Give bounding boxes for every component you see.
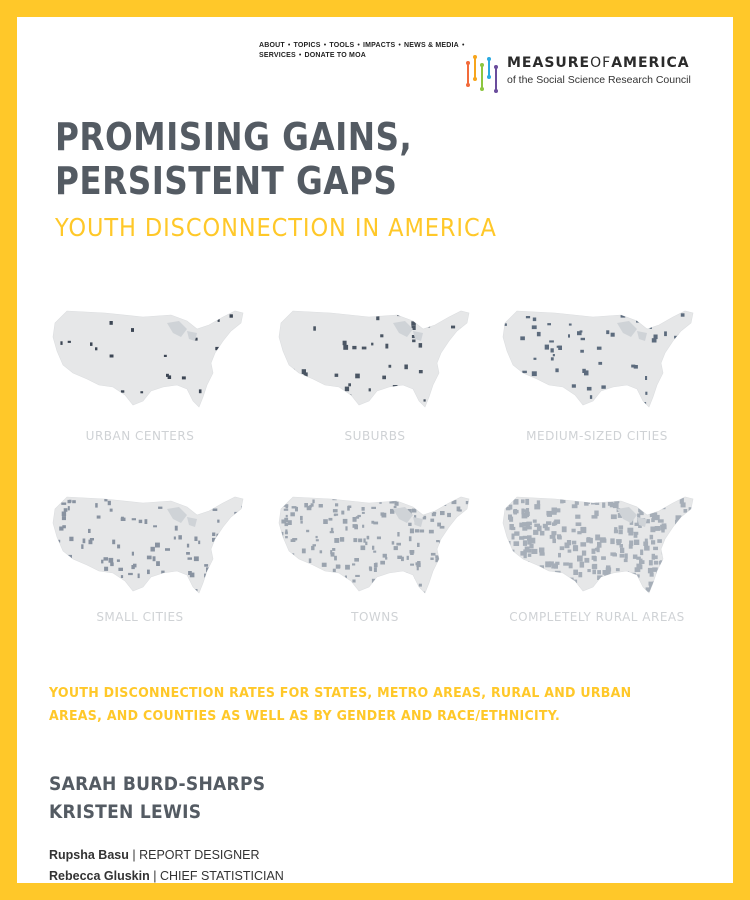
nav-line-1: ABOUT • TOPICS • TOOLS • IMPACTS • NEWS & MEDIA • bbox=[259, 41, 499, 51]
map-label-medium-cities: MEDIUM-SIZED CITIES bbox=[526, 429, 668, 443]
nav-link-impacts[interactable]: IMPACTS bbox=[362, 42, 396, 49]
nav-link-services[interactable]: SERVICES bbox=[259, 52, 296, 59]
map-medium-cities bbox=[497, 301, 707, 413]
credit-line: Rupsha Basu | REPORT DESIGNER bbox=[49, 848, 260, 862]
map-grid: URBAN CENTERS SUBURBS MEDIUM-SIZED CITIE… bbox=[17, 17, 733, 883]
nav-separator: • bbox=[287, 42, 291, 49]
us-map-icon bbox=[52, 496, 244, 594]
credit-separator: | bbox=[153, 869, 157, 883]
nav-separator: • bbox=[398, 42, 402, 49]
credit-name: Rebecca Gluskin bbox=[49, 869, 150, 883]
map-small-cities bbox=[47, 487, 257, 599]
map-label-suburbs: SUBURBS bbox=[344, 429, 406, 443]
us-map-icon bbox=[502, 496, 694, 594]
map-towns bbox=[273, 487, 483, 599]
nav-separator: • bbox=[461, 42, 465, 49]
map-rural bbox=[497, 487, 707, 599]
title-line-2: PERSISTENT GAPS bbox=[55, 159, 398, 203]
credit-name: Rupsha Basu bbox=[49, 848, 129, 862]
nav-link-donate[interactable]: DONATE TO MOA bbox=[304, 52, 366, 59]
map-label-rural: COMPLETELY RURAL AREAS bbox=[509, 610, 685, 624]
logo-word-measure: MEASURE bbox=[507, 55, 591, 71]
credit-line: Rebecca Gluskin | CHIEF STATISTICIAN bbox=[49, 869, 284, 883]
us-map-icon bbox=[52, 310, 244, 408]
nav-separator: • bbox=[298, 52, 302, 59]
credit-role: CHIEF STATISTICIAN bbox=[159, 869, 284, 883]
map-suburbs bbox=[273, 301, 483, 413]
map-urban-centers bbox=[47, 301, 257, 413]
us-map-icon bbox=[502, 310, 694, 408]
us-map-icon bbox=[278, 496, 470, 594]
report-title: PROMISING GAINS, PERSISTENT GAPS bbox=[55, 115, 412, 203]
report-cover: ABOUT • TOPICS • TOOLS • IMPACTS • NEWS & MEDIA •… bbox=[17, 17, 733, 883]
author-name: SARAH BURD-SHARPS bbox=[49, 773, 266, 795]
map-label-towns: TOWNS bbox=[351, 610, 399, 624]
author-name: KRISTEN LEWIS bbox=[49, 801, 202, 823]
bar-chart-logo-icon bbox=[466, 55, 498, 93]
logo-word-of: OF bbox=[590, 55, 612, 71]
logo-wordmark: MEASUREOFAMERICA bbox=[507, 55, 690, 71]
title-line-1: PROMISING GAINS, bbox=[55, 115, 413, 159]
nav-separator: • bbox=[323, 42, 327, 49]
map-label-urban-centers: URBAN CENTERS bbox=[85, 429, 195, 443]
report-subtitle: YOUTH DISCONNECTION IN AMERICA bbox=[55, 213, 497, 242]
top-nav: ABOUT • TOPICS • TOOLS • IMPACTS • NEWS & MEDIA •… bbox=[259, 41, 499, 61]
nav-link-news-media[interactable]: NEWS & MEDIA bbox=[404, 42, 459, 49]
measure-of-america-logo[interactable]: MEASUREOFAMERICA of the Social Science R… bbox=[465, 53, 715, 93]
logo-tagline: of the Social Science Research Council bbox=[507, 74, 691, 86]
nav-line-2: SERVICES • DONATE TO MOA bbox=[259, 51, 499, 61]
nav-link-tools[interactable]: TOOLS bbox=[329, 42, 355, 49]
report-description: YOUTH DISCONNECTION RATES FOR STATES, ME… bbox=[49, 685, 632, 724]
us-map-icon bbox=[278, 310, 470, 408]
logo-word-america: AMERICA bbox=[611, 55, 690, 71]
nav-separator: • bbox=[357, 42, 360, 49]
credit-role: REPORT DESIGNER bbox=[139, 848, 260, 862]
nav-link-topics[interactable]: TOPICS bbox=[293, 42, 321, 49]
map-label-small-cities: SMALL CITIES bbox=[96, 610, 184, 624]
credit-separator: | bbox=[132, 848, 136, 862]
nav-link-about[interactable]: ABOUT bbox=[259, 42, 285, 49]
